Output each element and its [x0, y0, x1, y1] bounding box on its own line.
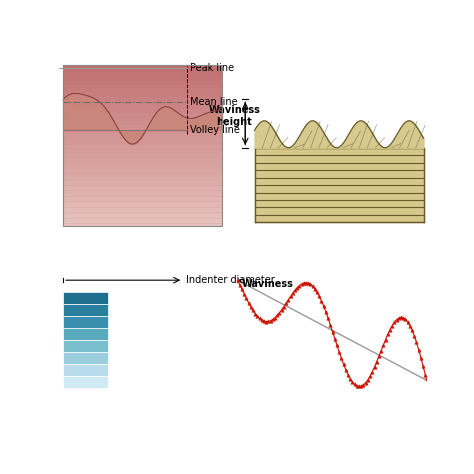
- Bar: [63, 137, 222, 141]
- Bar: [63, 214, 222, 218]
- Bar: [63, 210, 222, 214]
- Bar: [63, 292, 108, 304]
- Bar: [63, 77, 222, 81]
- Bar: [63, 328, 108, 340]
- Bar: [63, 69, 222, 73]
- Bar: [63, 101, 222, 105]
- Bar: [63, 198, 222, 202]
- Bar: [63, 117, 222, 121]
- Text: Volley line: Volley line: [190, 125, 240, 135]
- Bar: [63, 121, 222, 125]
- Bar: [63, 206, 222, 210]
- Bar: [63, 129, 222, 133]
- Bar: [63, 304, 108, 316]
- Bar: [63, 202, 222, 206]
- Bar: [63, 316, 108, 328]
- Bar: [63, 64, 222, 69]
- Bar: [63, 162, 222, 165]
- Bar: [63, 340, 108, 352]
- Text: Mean line: Mean line: [190, 97, 238, 107]
- Bar: [63, 194, 222, 198]
- Text: Waviness
height: Waviness height: [209, 105, 260, 127]
- Text: Indenter diameter: Indenter diameter: [186, 275, 275, 285]
- Bar: [63, 182, 222, 186]
- Bar: [63, 352, 108, 364]
- Bar: [63, 218, 222, 222]
- Bar: [63, 105, 222, 109]
- Bar: [63, 93, 222, 97]
- Bar: [63, 170, 222, 174]
- Bar: [63, 85, 222, 89]
- Bar: [63, 165, 222, 170]
- Bar: [63, 109, 222, 113]
- Bar: [63, 190, 222, 194]
- Text: Waviness: Waviness: [238, 279, 293, 289]
- Bar: [63, 376, 108, 388]
- Bar: [63, 157, 222, 162]
- Bar: [63, 97, 222, 101]
- Bar: [63, 146, 222, 149]
- Bar: [63, 174, 222, 178]
- Bar: [63, 73, 222, 77]
- Bar: [63, 141, 222, 146]
- Bar: [63, 186, 222, 190]
- Text: Peak line: Peak line: [190, 64, 234, 73]
- Bar: [63, 154, 222, 157]
- Bar: [63, 81, 222, 85]
- Bar: [63, 178, 222, 182]
- Bar: [63, 364, 108, 376]
- Bar: [63, 113, 222, 117]
- Bar: [63, 125, 222, 129]
- Bar: [63, 89, 222, 93]
- Bar: [63, 222, 222, 226]
- Bar: [63, 133, 222, 137]
- Bar: [63, 149, 222, 154]
- Bar: [63, 64, 222, 226]
